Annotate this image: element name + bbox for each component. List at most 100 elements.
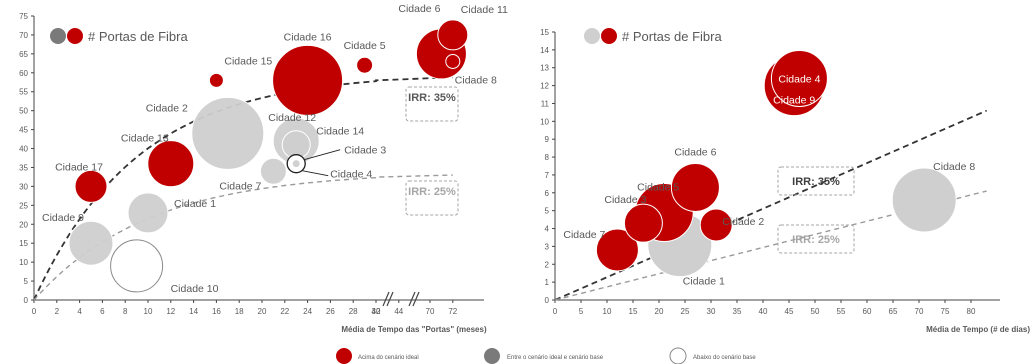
footer-legend-above-label: Acima do cenário ideal	[358, 355, 419, 361]
right-x-tick-label: 20	[655, 307, 664, 316]
footer-legend-between-label: Entre o cenário ideal e cenário base	[507, 355, 604, 361]
left-bubble-labels: Cidade 1 Cidade 2 Cidade 3 Cidade 4 Cidade 5…	[42, 3, 508, 295]
right-bubble-cidade-6	[670, 162, 720, 212]
left-bubble-cidade-3	[291, 159, 301, 169]
left-legend-title: # Portas de Fibra	[88, 29, 188, 44]
right-y-tick-label: 13	[540, 64, 549, 73]
right-bubble-cidade-7	[595, 228, 639, 272]
left-x-tick-label: 0	[32, 307, 37, 316]
right-x-tick-label: 60	[863, 307, 872, 316]
left-irr-25-box: IRR: 25%	[405, 180, 459, 216]
left-x-tick-label: 28	[349, 307, 358, 316]
right-irr-35-line	[554, 109, 987, 301]
right-x-tick-label: 35	[733, 307, 742, 316]
left-x-tick-label: 8	[123, 307, 128, 316]
right-bubble-cidade-8	[891, 167, 957, 233]
right-y-tick-label: 5	[545, 207, 550, 216]
right-bubble-label: Cidade 8	[933, 161, 975, 173]
footer-legend-white-marker	[669, 347, 687, 364]
right-y-tick-label: 14	[540, 46, 549, 55]
left-y-tick-label: 50	[19, 107, 28, 116]
right-y-tick-label: 7	[545, 171, 550, 180]
left-bubble-label: Cidade 2	[146, 102, 188, 114]
right-bubble-cidade-4	[770, 49, 828, 107]
left-legend-red-marker	[67, 28, 83, 44]
right-x-tick-label: 80	[967, 307, 976, 316]
left-bubble-label: Cidade 8	[455, 74, 497, 86]
left-y-tick-label: 65	[19, 50, 28, 59]
right-x-tick-label: 50	[811, 307, 820, 316]
left-x-tick-label: 20	[258, 307, 267, 316]
right-y-tick-label: 9	[545, 135, 550, 144]
left-x-tick-label: 72	[448, 307, 457, 316]
footer-legend-below-label: Abaixo do cenário base	[693, 355, 756, 361]
left-y-tick-label: 35	[19, 163, 28, 172]
left-y-tick-label: 10	[19, 258, 28, 267]
right-x-tick-label: 10	[603, 307, 612, 316]
right-y-tick-label: 4	[545, 225, 550, 234]
left-x-tick-label: 26	[326, 307, 335, 316]
left-bubble-label: Cidade 1	[174, 198, 216, 210]
right-bubble-label: Cidade 7	[563, 229, 605, 241]
left-irr-35-label: IRR: 35%	[408, 92, 456, 104]
right-x-tick-label: 55	[837, 307, 846, 316]
right-bubble-cidade-3	[623, 203, 663, 243]
left-bubble-cidade-13	[147, 140, 195, 188]
right-legend-title: # Portas de Fibra	[622, 29, 722, 44]
right-x-tick-label: 40	[759, 307, 768, 316]
right-bubble-label: Cidade 6	[674, 146, 716, 158]
left-cidade-4-leader	[302, 170, 329, 177]
left-y-tick-label: 15	[19, 239, 28, 248]
right-y-tick-label: 1	[545, 278, 550, 287]
right-y-tick-label: 8	[545, 153, 550, 162]
right-x-tick-label: 65	[889, 307, 898, 316]
left-axis-break-mark	[412, 291, 420, 307]
left-bubble-label: Cidade 5	[344, 40, 386, 52]
left-axis-break-mark	[408, 291, 416, 307]
right-bubble-label: Cidade 5	[637, 181, 679, 193]
right-bubble-label: Cidade 3	[604, 194, 646, 206]
left-x-tick-label: 70	[426, 307, 435, 316]
right-irr-35-label: IRR: 35%	[792, 176, 840, 188]
left-x-tick-label: 14	[189, 307, 198, 316]
right-y-tick-label: 15	[540, 28, 549, 37]
left-bubble-cidade-7	[259, 157, 287, 185]
right-irr-35-box: IRR: 35%	[777, 166, 855, 196]
left-x-tick-label: 24	[303, 307, 312, 316]
left-x-axis-label: Média de Tempo das "Portas" (meses)	[341, 325, 487, 334]
right-x-tick-label: 30	[707, 307, 716, 316]
footer-legend-red-marker	[336, 348, 352, 364]
left-cidade-3-leader	[304, 149, 341, 161]
left-bubble-label: Cidade 16	[284, 31, 332, 43]
left-axis-break-mark	[386, 291, 394, 307]
right-bubbles	[595, 49, 957, 278]
right-y-tick-label: 11	[541, 99, 550, 108]
right-x-tick-label: 0	[553, 307, 558, 316]
left-bubble-cidade-2	[191, 96, 265, 170]
left-x-tick-label: 10	[144, 307, 153, 316]
left-x-tick-label: 2	[55, 307, 60, 316]
left-x-tick-label: 30	[372, 307, 381, 316]
right-legend-red-marker	[601, 28, 617, 44]
left-axis-break-mark	[382, 291, 390, 307]
left-y-tick-label: 20	[19, 220, 28, 229]
footer-legend: Acima do cenário ideal Entre o cenário i…	[336, 347, 756, 364]
left-y-tick-label: 55	[19, 88, 28, 97]
footer-legend-gray-marker	[484, 348, 500, 364]
left-irr-25-label: IRR: 25%	[408, 186, 456, 198]
right-x-tick-label: 15	[629, 307, 638, 316]
left-bubble-label: Cidade 10	[171, 283, 219, 295]
right-legend: # Portas de Fibra	[584, 28, 722, 44]
left-bubble-label: Cidade 4	[330, 169, 372, 181]
right-y-tick-label: 3	[545, 242, 550, 251]
right-x-tick-label: 70	[915, 307, 924, 316]
left-bubble-label: Cidade 17	[55, 161, 103, 173]
left-bubble-label: Cidade 13	[121, 133, 169, 145]
left-bubble-label: Cidade 14	[316, 126, 364, 138]
right-y-tick-label: 12	[540, 82, 549, 91]
right-y-tick-label: 10	[540, 117, 549, 126]
